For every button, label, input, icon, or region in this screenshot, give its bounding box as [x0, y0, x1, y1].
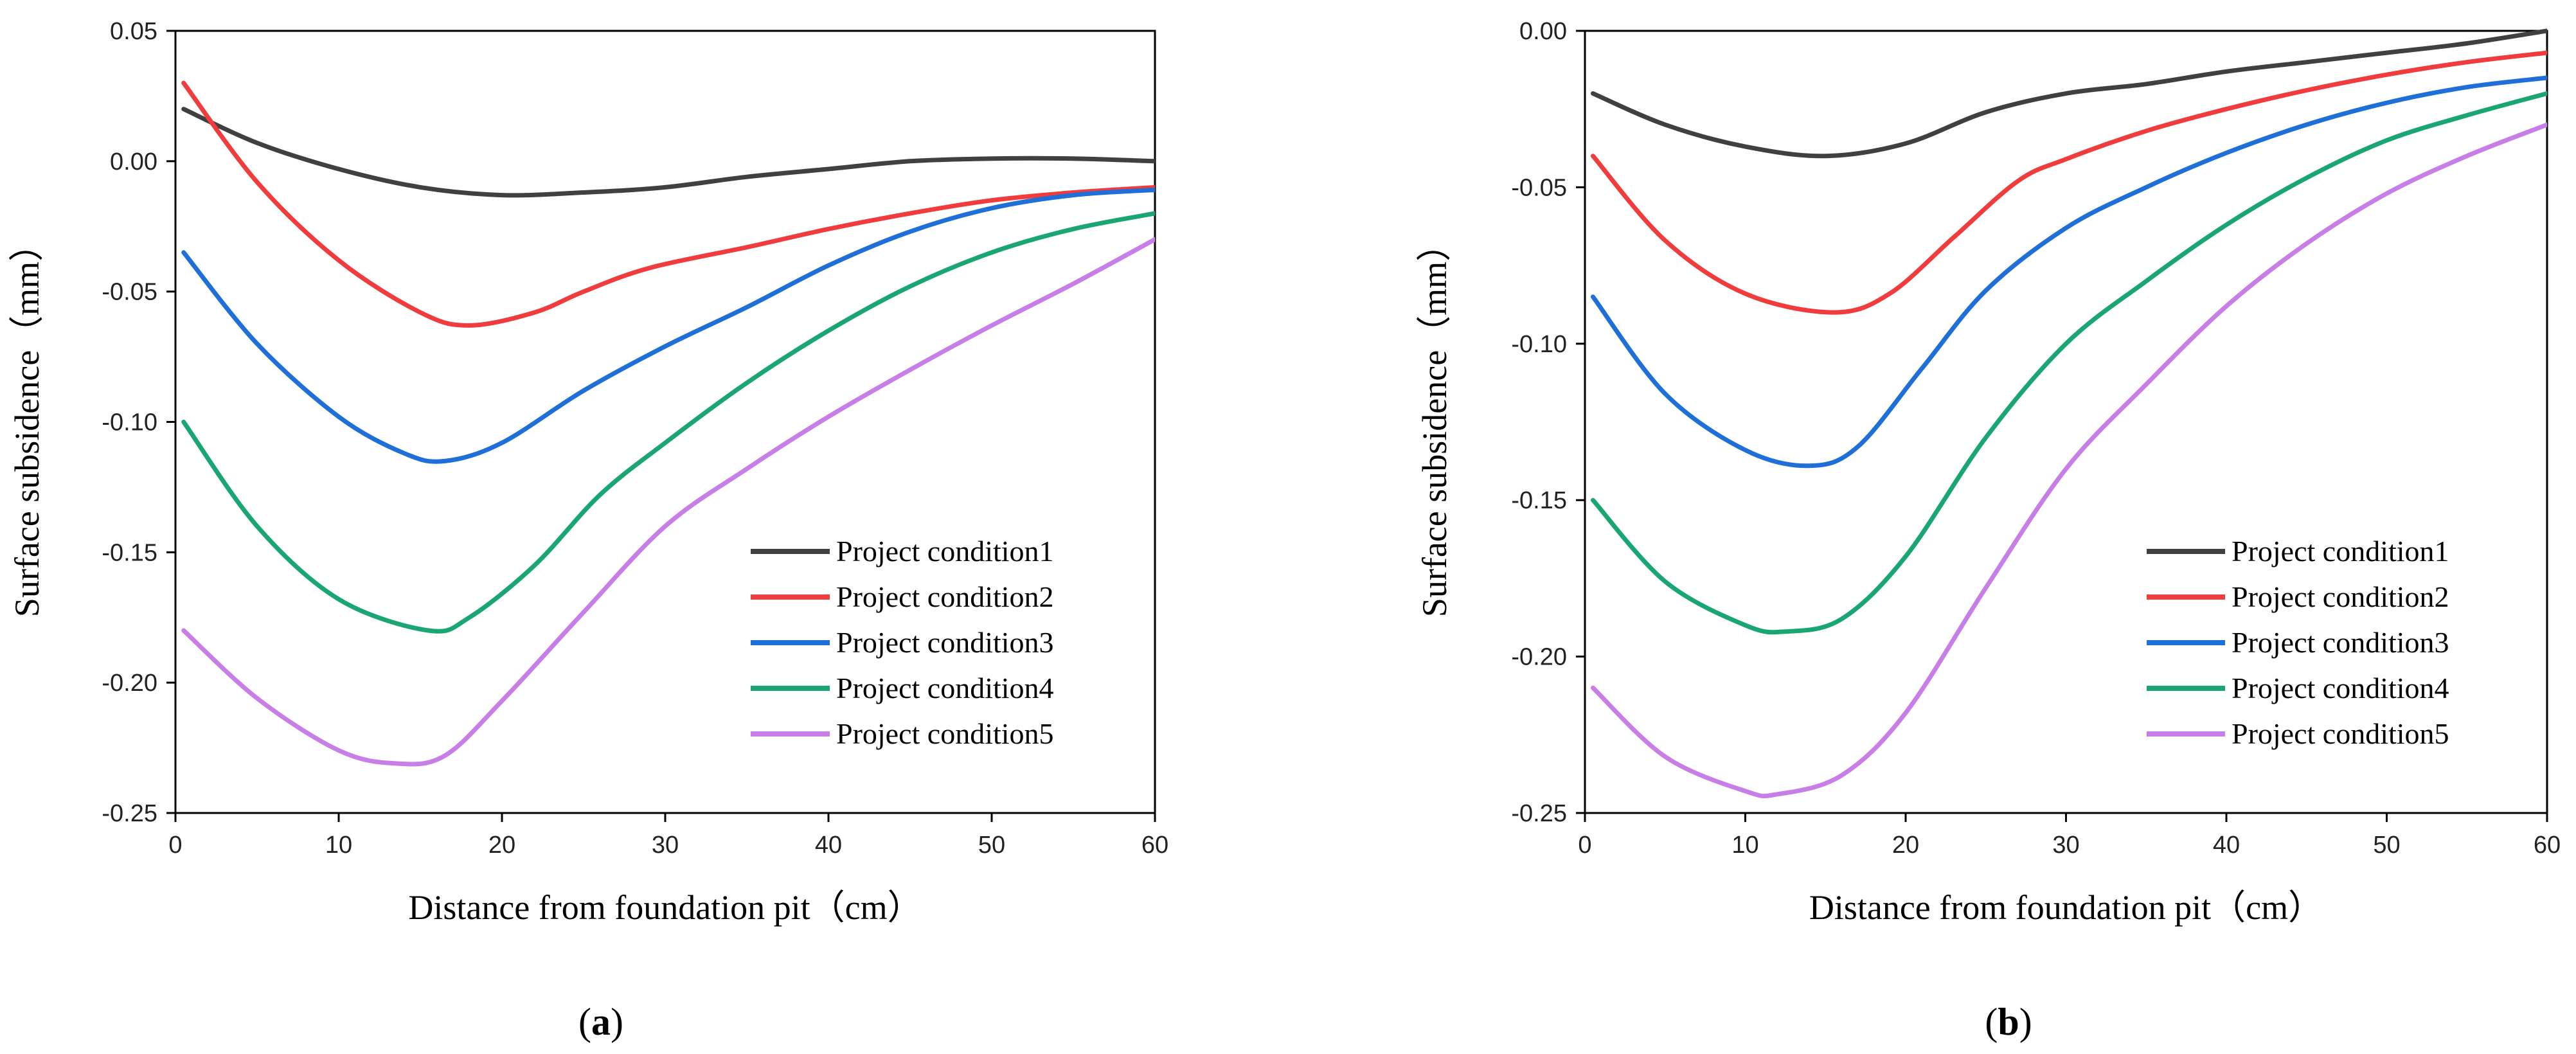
legend-label: Project condition4 [836, 672, 1054, 704]
legend-label: Project condition5 [836, 717, 1054, 750]
y-tick-label: 0.00 [110, 148, 157, 175]
y-tick-label: -0.10 [102, 409, 157, 436]
y-tick-label: 0.05 [110, 18, 157, 45]
chart-panel-a: 0 10 20 30 40 50 60 0.05 0.00 -0.05 -0.10 -0.15 -0.2… [8, 18, 1168, 927]
legend-label: Project condition2 [2232, 580, 2449, 613]
x-tick-label: 30 [652, 832, 679, 859]
x-tick-label: 0 [168, 832, 182, 859]
x-tick-label: 40 [2213, 832, 2240, 859]
x-tick-label: 40 [815, 832, 842, 859]
series-line-condition4 [181, 211, 1155, 634]
x-tick-label: 50 [978, 832, 1005, 859]
x-tick-label: 10 [325, 832, 352, 859]
series-line-condition5 [1591, 122, 2547, 799]
legend: Project condition1 Project condition2 Proj… [751, 535, 1054, 750]
legend-label: Project condition2 [836, 580, 1054, 613]
legend-label: Project condition5 [2232, 717, 2449, 750]
y-axis-title: Surface subsidence（mm） [1415, 227, 1454, 617]
series-line-condition3 [181, 188, 1155, 464]
series-line-condition4 [1591, 91, 2547, 635]
legend-label: Project condition3 [836, 626, 1054, 659]
x-tick-label: 60 [1141, 832, 1168, 859]
series-line-condition2 [181, 80, 1155, 328]
y-axis-title: Surface subsidence（mm） [8, 227, 46, 617]
y-tick-label: -0.10 [1511, 331, 1567, 358]
legend-label: Project condition3 [2232, 626, 2449, 659]
y-tick-label: -0.15 [1511, 487, 1567, 514]
chart-panel-b: 0 10 20 30 40 50 60 0.00 -0.05 -0.10 -0.15 -0.20 -0.… [1415, 18, 2561, 927]
legend-label: Project condition1 [836, 535, 1054, 567]
x-tick-label: 20 [488, 832, 515, 859]
series-line-condition1 [1591, 28, 2547, 159]
x-tick-label: 50 [2373, 832, 2400, 859]
series-line-condition2 [1591, 50, 2547, 315]
y-tick-label: -0.05 [102, 279, 157, 306]
series-line-condition1 [181, 107, 1155, 198]
series-line-condition3 [1591, 75, 2547, 469]
legend-label: Project condition1 [2232, 535, 2449, 567]
series-line-condition5 [181, 237, 1155, 767]
y-tick-label: -0.05 [1511, 174, 1567, 201]
legend: Project condition1 Project condition2 Proj… [2147, 535, 2449, 750]
legend-label: Project condition4 [2232, 672, 2449, 704]
panel-letter: a [591, 1001, 611, 1043]
x-axis-title: Distance from foundation pit（cm） [1809, 888, 2323, 927]
x-axis-title: Distance from foundation pit（cm） [408, 888, 922, 927]
x-tick-label: 20 [1892, 832, 1919, 859]
panel-label-b: (b) [1985, 1001, 2032, 1043]
y-tick-label: -0.15 [102, 539, 157, 566]
y-tick-label: 0.00 [1519, 18, 1567, 45]
y-tick-label: -0.20 [1511, 644, 1567, 671]
panel-label-a: (a) [578, 1001, 623, 1043]
panel-letter: b [1998, 1001, 2019, 1043]
x-tick-label: 30 [2052, 832, 2079, 859]
x-tick-label: 10 [1731, 832, 1758, 859]
y-tick-label: -0.25 [102, 800, 157, 827]
x-tick-label: 0 [1578, 832, 1591, 859]
y-tick-label: -0.25 [1511, 800, 1567, 827]
y-tick-label: -0.20 [102, 670, 157, 697]
x-tick-label: 60 [2534, 832, 2561, 859]
